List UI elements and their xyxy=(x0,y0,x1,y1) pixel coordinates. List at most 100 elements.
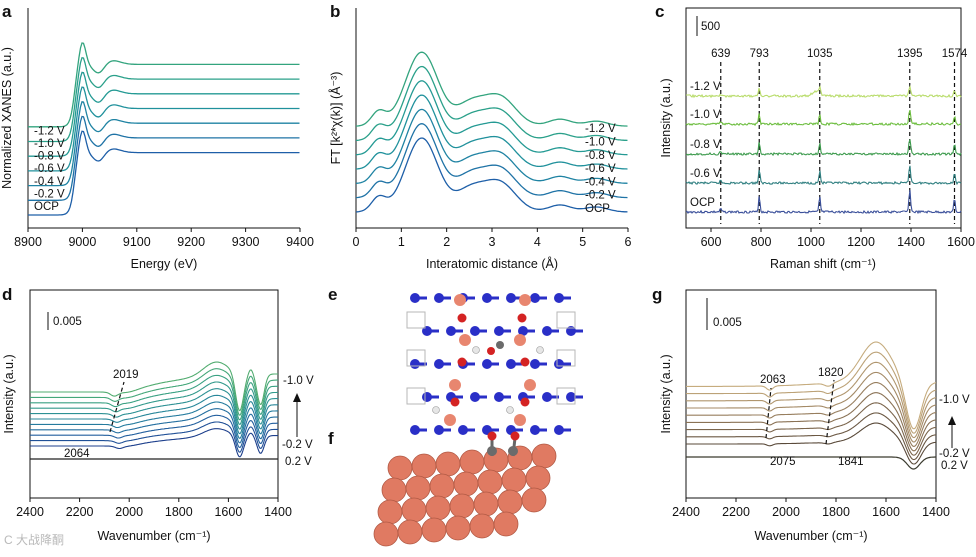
legend-a--0.2 V: -0.2 V xyxy=(34,188,65,200)
ir-curve-d-4 xyxy=(30,401,278,439)
atom-cu xyxy=(449,379,461,391)
panel-c-plot: 600 800 1000 1200 1400 1600 639 793 1035 1395 157… xyxy=(659,7,975,271)
cu-atom xyxy=(397,519,423,545)
atom-o xyxy=(450,397,460,407)
cu-atom xyxy=(473,491,499,517)
a-xtick-9200: 9200 xyxy=(177,235,205,249)
xanes-curve-OCP xyxy=(28,130,300,216)
legend-b--0.6 V: -0.6 V xyxy=(585,163,616,175)
cu-atom xyxy=(429,473,455,499)
g-xtick-1400: 1400 xyxy=(922,505,950,519)
cu-atom xyxy=(435,451,461,477)
b-xtick-3: 3 xyxy=(489,235,496,249)
legend-b-OCP: OCP xyxy=(585,203,610,215)
atom-o xyxy=(457,313,467,323)
ir-curve-d-1 xyxy=(30,421,278,453)
raman-curve--0.8 V xyxy=(685,139,962,157)
panel-label-g: g xyxy=(652,285,662,304)
cu-atom xyxy=(453,471,479,497)
cu-atom xyxy=(411,453,437,479)
ir-curve-d-2 xyxy=(30,414,278,449)
xanes-curve--0.2 V xyxy=(28,115,300,201)
atom-h xyxy=(472,346,480,354)
axis-ylabel-a: Normalized XANES (a.u.) xyxy=(0,47,14,189)
raman-curve--0.6 V xyxy=(685,165,962,186)
atom-o xyxy=(520,357,530,367)
cu-atom xyxy=(493,511,519,537)
c-xtick-600: 600 xyxy=(701,235,722,249)
atom-cu xyxy=(454,294,466,306)
d-xtick-1800: 1800 xyxy=(165,505,193,519)
atom-c xyxy=(496,341,504,349)
legend-a--0.4 V: -0.4 V xyxy=(34,176,65,188)
a-xtick-9100: 9100 xyxy=(123,235,151,249)
label-g-baseline: 0.2 V xyxy=(941,460,968,472)
c-xtick-1600: 1600 xyxy=(947,235,975,249)
axis-ylabel-g: Intensity (a.u.) xyxy=(659,354,673,433)
co-molecule-left xyxy=(487,431,497,456)
annotation-1841: 1841 xyxy=(838,456,864,468)
ir-curve-d-3 xyxy=(30,408,278,444)
axis-xlabel-g: Wavenumber (cm⁻¹) xyxy=(754,529,867,543)
panel-label-d: d xyxy=(2,285,12,304)
cu-atom xyxy=(387,455,413,481)
panel-label-b: b xyxy=(330,2,340,21)
cu-atom xyxy=(377,499,403,525)
ir-curve-d-7 xyxy=(30,381,278,426)
atom-o xyxy=(457,357,467,367)
ir-curve-d-9 xyxy=(30,368,278,416)
axis-ylabel-d: Intensity (a.u.) xyxy=(2,354,16,433)
a-xtick-9400: 9400 xyxy=(286,235,314,249)
b-xtick-5: 5 xyxy=(579,235,586,249)
atom-h xyxy=(506,406,514,414)
axis-ylabel-c: Intensity (a.u.) xyxy=(659,78,673,157)
ir-baseline-g xyxy=(686,456,936,470)
cu-atom xyxy=(459,449,485,475)
ft-curve--0.2 V xyxy=(355,123,628,199)
a-xtick-9300: 9300 xyxy=(232,235,260,249)
atom-cu xyxy=(444,414,456,426)
ir-curve-d-10 xyxy=(30,361,279,412)
legend-a--0.8 V: -0.8 V xyxy=(34,151,65,163)
legend-b--1.0 V: -1.0 V xyxy=(585,137,616,149)
atom-cu xyxy=(524,379,536,391)
crystal-structure-illustration xyxy=(406,288,583,435)
c-xtick-1400: 1400 xyxy=(897,235,925,249)
legend-a--1.2 V: -1.2 V xyxy=(34,125,65,137)
label-d-baseline: 0.2 V xyxy=(285,456,312,468)
g-xtick-2400: 2400 xyxy=(672,505,700,519)
d-xtick-1600: 1600 xyxy=(214,505,242,519)
atom-o xyxy=(517,313,527,323)
co-molecule-right xyxy=(508,431,520,457)
cu-atom xyxy=(525,465,551,491)
xanes-curve--1.0 V xyxy=(28,56,300,143)
watermark: C 大战降酮 xyxy=(4,533,64,547)
d-xtick-2000: 2000 xyxy=(115,505,143,519)
b-xtick-0: 0 xyxy=(353,235,360,249)
atom-cu xyxy=(519,294,531,306)
atom-o xyxy=(520,397,530,407)
cu-atom xyxy=(425,495,451,521)
ft-curve--1.0 V xyxy=(355,65,628,142)
annotation-2075: 2075 xyxy=(770,456,796,468)
panel-d-plot: 2400 2200 2000 1800 1600 1400 0.005 2019 2064… xyxy=(2,289,314,543)
cu-atom xyxy=(531,443,557,469)
axis-xlabel-d: Wavenumber (cm⁻¹) xyxy=(97,529,210,543)
d-xtick-2400: 2400 xyxy=(16,505,44,519)
cu-atom xyxy=(469,513,495,539)
legend-a-OCP: OCP xyxy=(34,201,59,213)
panel-b-plot: 0 1 2 3 4 5 6 OCP-0.2 V -0.4 V-0.6 V-0.8 V-1.0 … xyxy=(328,8,632,271)
b-xtick-2: 2 xyxy=(443,235,450,249)
d-xtick-2200: 2200 xyxy=(66,505,94,519)
annotation-1820: 1820 xyxy=(818,367,844,379)
axis-xlabel-b: Interatomic distance (Å) xyxy=(426,256,558,271)
raman-curve--1.0 V xyxy=(685,109,962,127)
atom-h xyxy=(432,406,440,414)
ft-curve--0.4 V xyxy=(355,108,628,184)
legend-a--1.0 V: -1.0 V xyxy=(34,138,65,150)
label-d-bottom: -0.2 V xyxy=(282,439,313,451)
axis-xlabel-a: Energy (eV) xyxy=(131,257,198,271)
ir-curve-g-1 xyxy=(686,412,937,461)
cu-atom xyxy=(477,469,503,495)
ir-curve-g-8 xyxy=(686,341,937,430)
